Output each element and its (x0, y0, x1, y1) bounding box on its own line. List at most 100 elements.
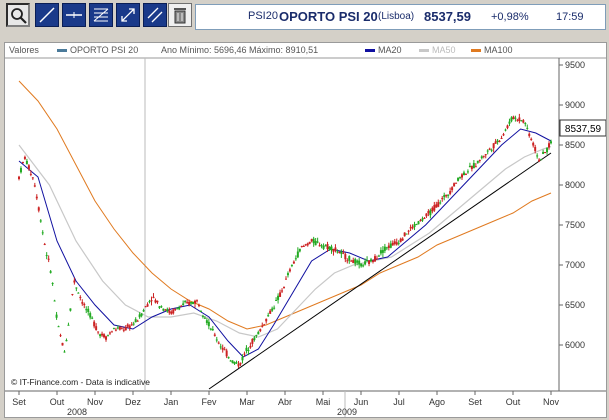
candle-body (417, 221, 420, 225)
candle-body (423, 217, 426, 219)
candle-body (496, 140, 499, 143)
candle-body (415, 224, 418, 226)
candle-body (233, 362, 236, 364)
candle-body (203, 317, 206, 319)
candle-body (346, 260, 349, 262)
candle-body (245, 347, 248, 351)
arrows-button[interactable] (116, 3, 140, 27)
x-tick-label: Jul (393, 397, 405, 407)
candle-body (466, 171, 469, 173)
candle-body (490, 149, 493, 151)
candle-body (431, 207, 434, 212)
candle-body (132, 323, 135, 325)
y-tick-label: 6500 (565, 300, 585, 310)
delete-button[interactable] (168, 3, 192, 27)
line-button[interactable] (35, 3, 59, 27)
zoom-button[interactable] (6, 3, 30, 27)
current-value-box (559, 119, 606, 137)
candle-body (298, 248, 301, 252)
candle-body (445, 194, 448, 197)
candle-body (156, 300, 159, 303)
x-tick-label: Mai (316, 397, 331, 407)
candle-body (518, 117, 521, 122)
candle-body (190, 301, 193, 304)
candle-body (498, 140, 501, 142)
candle-body (67, 324, 70, 326)
parallel-lines-button[interactable] (143, 3, 167, 27)
candle-body (421, 218, 424, 221)
candle-body (457, 178, 460, 181)
candle-body (130, 324, 133, 326)
candle-body (370, 259, 373, 262)
candle-body (273, 307, 276, 309)
candle-body (237, 363, 240, 367)
candle-body (47, 258, 50, 260)
candle-body (192, 302, 195, 305)
price-chart[interactable]: 9500 9000 8500 8000 7500 7000 6500 6000 Set Out No… (5, 43, 606, 417)
candle-body (524, 123, 527, 125)
candle-body (265, 318, 268, 322)
fibonacci-button[interactable] (89, 3, 113, 27)
candle-body (286, 273, 289, 276)
candle-body (494, 141, 497, 144)
candle-body (391, 242, 394, 246)
candle-body (447, 194, 450, 196)
horizontal-line-button[interactable] (62, 3, 86, 27)
candle-body (63, 351, 66, 353)
candle-body (336, 251, 339, 253)
candle-body (449, 191, 452, 194)
candle-body (25, 160, 28, 165)
candle-body (409, 227, 412, 229)
candle-body (227, 357, 230, 359)
candle-body (207, 321, 210, 327)
candle-body (474, 166, 477, 168)
candle-body (472, 163, 475, 169)
x-tick-label: Nov (543, 397, 560, 407)
candle-body (381, 250, 384, 253)
candle-body (105, 336, 108, 340)
candle-body (314, 240, 317, 246)
candle-body (504, 129, 507, 131)
candle-body (348, 256, 351, 261)
candle-body (419, 220, 422, 222)
toolbar: PSI20 OPORTO PSI 20 (Lisboa) 8537,59 +0,… (0, 0, 609, 36)
quote-time: 17:59 (556, 11, 584, 23)
candle-body (65, 340, 68, 342)
trash-icon (174, 8, 186, 24)
candle-body (411, 226, 414, 229)
candle-body (39, 220, 42, 222)
candle-body (118, 326, 121, 330)
candle-body (338, 251, 341, 254)
x-tick-label: Mar (239, 397, 255, 407)
candle-body (522, 120, 525, 123)
candle-body (184, 301, 187, 303)
candle-body (140, 313, 143, 316)
candle-body (534, 146, 537, 152)
candle-body (247, 350, 250, 352)
candle-body (283, 287, 286, 289)
candle-body (383, 246, 386, 251)
candle-body (399, 238, 402, 242)
candle-body (362, 265, 365, 267)
candle-body (225, 350, 228, 357)
candle-body (75, 287, 78, 289)
candle-body (134, 319, 137, 323)
horizontal-line-icon (66, 12, 82, 18)
candle-body (201, 315, 204, 317)
candle-body (332, 249, 335, 252)
candle-body (243, 353, 246, 355)
candle-body (69, 308, 72, 311)
candle-body (302, 245, 305, 247)
candle-body (124, 327, 127, 331)
candle-body (308, 241, 311, 244)
candle-body (478, 159, 481, 161)
candle-body (239, 362, 242, 365)
candle-body (281, 290, 284, 292)
quote-change: +0,98% (491, 11, 529, 23)
quote-exchange: (Lisboa) (378, 11, 415, 22)
candle-body (455, 182, 458, 184)
x-tick-label: Abr (278, 397, 292, 407)
legend-range: Ano Mínimo: 5696,46 Máximo: 8910,51 (161, 45, 319, 55)
chart-panel[interactable]: Valores OPORTO PSI 20 Ano Mínimo: 5696,4… (4, 42, 607, 418)
candle-body (342, 252, 345, 254)
